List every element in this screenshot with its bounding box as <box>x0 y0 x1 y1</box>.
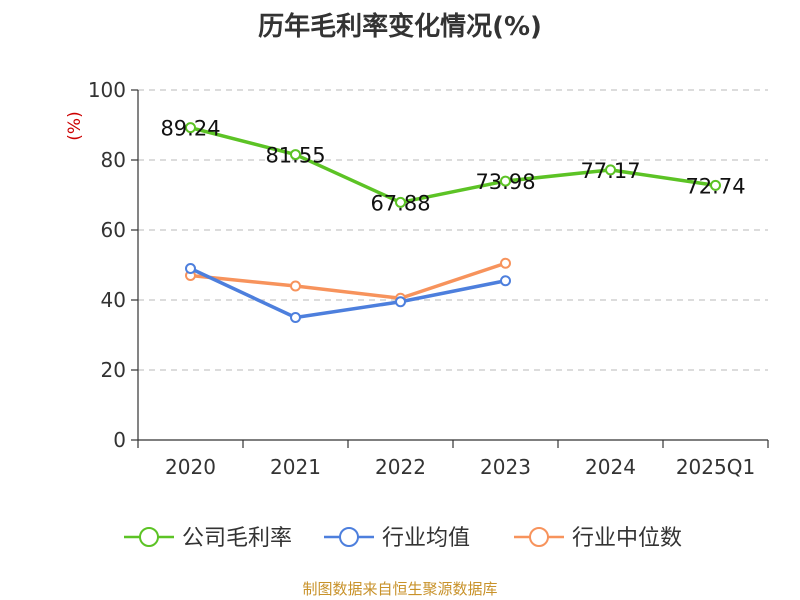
x-tick-label: 2020 <box>165 455 216 479</box>
x-tick-label: 2022 <box>375 455 426 479</box>
data-point <box>500 275 511 287</box>
y-tick-label: 100 <box>88 78 126 102</box>
legend-item: 行业中位数 <box>514 526 682 551</box>
legend-marker <box>339 527 359 547</box>
data-label: 72.74 <box>685 174 745 198</box>
x-tick-label: 2023 <box>480 455 531 479</box>
grid-lines <box>138 89 768 371</box>
series-line <box>190 125 716 205</box>
data-label: 89.24 <box>160 117 220 141</box>
legend: 公司毛利率 行业均值 行业中位数 <box>124 526 682 551</box>
data-point <box>290 280 301 292</box>
data-point <box>185 122 196 134</box>
y-axis-label: (%) <box>65 111 85 140</box>
data-point <box>290 149 301 161</box>
y-tick-label: 0 <box>113 428 126 452</box>
legend-item: 行业均值 <box>324 526 470 551</box>
x-tick-label: 2021 <box>270 455 321 479</box>
y-tick-label: 40 <box>101 288 126 312</box>
x-tick-label: 2024 <box>585 455 636 479</box>
legend-label: 行业均值 <box>382 526 470 551</box>
legend-marker <box>529 527 549 547</box>
y-tick-label: 20 <box>101 358 126 382</box>
data-point <box>605 164 616 176</box>
y-tick-label: 60 <box>101 218 126 242</box>
legend-label: 公司毛利率 <box>182 526 292 551</box>
series-line <box>190 261 507 300</box>
source-note: 制图数据来自恒生聚源数据库 <box>302 580 498 598</box>
data-point <box>395 196 406 208</box>
data-point <box>185 263 196 274</box>
data-point <box>500 257 511 269</box>
data-label: 73.98 <box>475 170 535 194</box>
series <box>185 122 721 323</box>
legend-marker <box>139 527 159 547</box>
legend-item: 公司毛利率 <box>124 526 292 551</box>
chart-title: 历年毛利率变化情况(%) <box>258 12 542 42</box>
x-tick-label: 2025Q1 <box>676 455 755 479</box>
data-label: 67.88 <box>370 191 430 215</box>
series-line <box>189 266 506 320</box>
axes: (%) 0 20 40 60 80 100 2020 2021 2022 2023 2024 2025… <box>65 78 769 479</box>
y-tick-label: 80 <box>101 148 126 172</box>
data-point <box>290 312 301 323</box>
data-point <box>710 179 721 191</box>
data-point <box>500 175 511 187</box>
data-label: 81.55 <box>265 144 325 168</box>
legend-label: 行业中位数 <box>572 526 682 551</box>
data-point <box>395 296 406 308</box>
data-label: 77.17 <box>580 159 640 183</box>
data-labels: 89.24 81.55 67.88 73.98 77.17 72.74 <box>160 117 745 216</box>
